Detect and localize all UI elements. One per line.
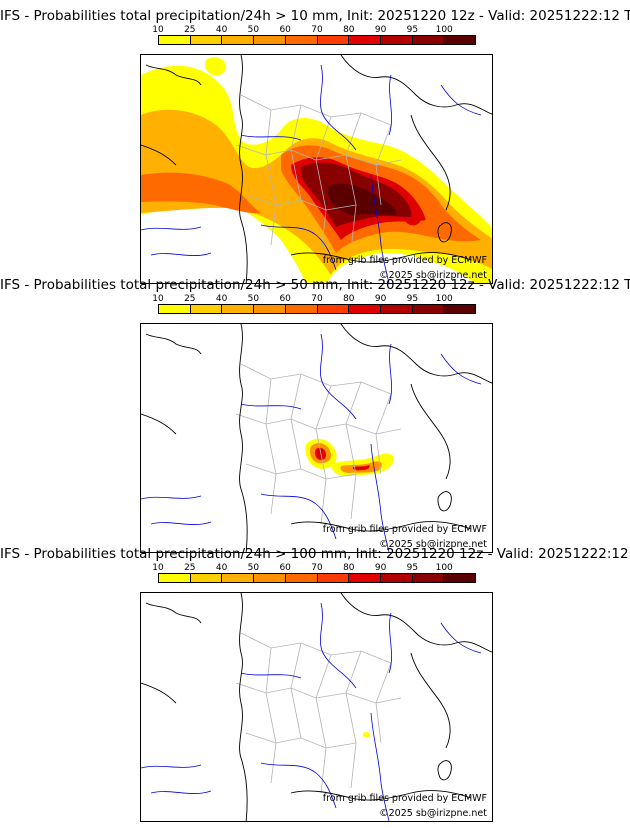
panel-title: IFS - Probabilities total precipitation/… — [0, 546, 630, 562]
colorbar — [158, 573, 476, 583]
map-frame: from grib files provided by ECMWF ©2025 … — [140, 592, 493, 822]
colorbar-segment — [254, 305, 286, 313]
region-boundaries — [235, 94, 402, 256]
precip-map — [141, 55, 492, 283]
precip-field — [363, 731, 370, 738]
colorbar-tick-label: 40 — [215, 25, 228, 35]
region-boundaries — [235, 363, 402, 525]
rivers — [141, 602, 482, 821]
colorbar-tick-labels: 10 25 40 50 60 70 80 90 95 100 — [140, 294, 496, 304]
colorbar-tick-label: 70 — [311, 563, 323, 573]
colorbar-tick-label: 95 — [406, 25, 419, 35]
colorbar-tick-label: 10 — [152, 563, 164, 573]
rivers — [141, 64, 482, 283]
coastlines-borders — [141, 55, 492, 283]
colorbar-tick-label: 60 — [279, 25, 291, 35]
colorbar-segment — [285, 305, 318, 313]
colorbar — [158, 35, 476, 45]
credit-source: from grib files provided by ECMWF — [322, 524, 487, 535]
colorbar-segment — [159, 574, 191, 582]
colorbar-tick-label: 25 — [184, 294, 196, 304]
credit-source: from grib files provided by ECMWF — [322, 793, 487, 804]
colorbar-segment — [190, 574, 223, 582]
colorbar-tick-label: 60 — [279, 294, 291, 304]
colorbar-segment — [349, 305, 381, 313]
colorbar-segment — [444, 305, 476, 313]
colorbar-segment — [317, 574, 350, 582]
colorbar-tick-label: 80 — [343, 25, 355, 35]
colorbar-segment — [222, 305, 255, 313]
precip-field — [141, 57, 492, 283]
colorbar-tick-label: 10 — [152, 25, 164, 35]
colorbar-tick-label: 40 — [215, 294, 228, 304]
colorbar-segment — [380, 305, 413, 313]
colorbar-segment — [412, 305, 445, 313]
colorbar-tick-labels: 10 25 40 50 60 70 80 90 95 100 — [140, 25, 496, 35]
colorbar-tick-label: 60 — [279, 563, 291, 573]
rivers — [141, 333, 482, 552]
map-frame: from grib files provided by ECMWF ©2025 … — [140, 54, 493, 284]
colorbar-tick-labels: 10 25 40 50 60 70 80 90 95 100 — [140, 563, 496, 573]
colorbar-tick-label: 90 — [374, 563, 387, 573]
colorbar-segment — [190, 36, 223, 44]
colorbar-tick-label: 50 — [247, 25, 260, 35]
colorbar-segment — [412, 36, 445, 44]
colorbar-tick-label: 90 — [374, 294, 387, 304]
colorbar-tick-label: 90 — [374, 25, 387, 35]
colorbar-segment — [159, 305, 191, 313]
colorbar-tick-label: 25 — [184, 563, 196, 573]
colorbar-segment — [285, 574, 318, 582]
region-boundaries — [235, 632, 402, 794]
map-frame: from grib files provided by ECMWF ©2025 … — [140, 323, 493, 553]
coastlines-borders — [141, 593, 492, 821]
colorbar-tick-label: 80 — [343, 294, 355, 304]
colorbar-tick-label: 10 — [152, 294, 164, 304]
colorbar-segment — [380, 574, 413, 582]
colorbar-tick-label: 50 — [247, 563, 260, 573]
colorbar-tick-label: 95 — [406, 294, 419, 304]
credit-copyright: ©2025 sb@irizpne.net — [379, 808, 487, 819]
colorbar-segment — [444, 36, 476, 44]
colorbar-segment — [159, 36, 191, 44]
credit-copyright: ©2025 sb@irizpne.net — [379, 539, 487, 550]
colorbar-tick-label: 100 — [435, 563, 453, 573]
precip-map — [141, 593, 492, 821]
colorbar-segment — [349, 574, 381, 582]
colorbar-segment — [254, 36, 286, 44]
colorbar-segment — [285, 36, 318, 44]
coastlines-borders — [141, 324, 492, 552]
colorbar-segment — [317, 36, 350, 44]
colorbar-segment — [444, 574, 476, 582]
colorbar-tick-label: 40 — [215, 563, 228, 573]
panel-title: IFS - Probabilities total precipitation/… — [0, 277, 630, 293]
colorbar-segment — [254, 574, 286, 582]
colorbar-tick-label: 95 — [406, 563, 419, 573]
colorbar-tick-label: 100 — [435, 294, 453, 304]
panel-50mm: IFS - Probabilities total precipitation/… — [0, 277, 630, 553]
credit-copyright: ©2025 sb@irizpne.net — [379, 270, 487, 281]
credit-source: from grib files provided by ECMWF — [322, 255, 487, 266]
colorbar-segment — [222, 36, 255, 44]
panel-100mm: IFS - Probabilities total precipitation/… — [0, 546, 630, 822]
colorbar-tick-label: 70 — [311, 25, 323, 35]
colorbar-segment — [317, 305, 350, 313]
colorbar-segment — [222, 574, 255, 582]
precip-field — [305, 438, 394, 477]
colorbar-tick-label: 25 — [184, 25, 196, 35]
colorbar-segment — [349, 36, 381, 44]
colorbar — [158, 304, 476, 314]
colorbar-tick-label: 80 — [343, 563, 355, 573]
panel-title: IFS - Probabilities total precipitation/… — [0, 8, 630, 24]
precip-map — [141, 324, 492, 552]
colorbar-tick-label: 100 — [435, 25, 453, 35]
panel-10mm: IFS - Probabilities total precipitation/… — [0, 8, 630, 284]
colorbar-tick-label: 50 — [247, 294, 260, 304]
colorbar-segment — [380, 36, 413, 44]
colorbar-segment — [190, 305, 223, 313]
colorbar-tick-label: 70 — [311, 294, 323, 304]
colorbar-segment — [412, 574, 445, 582]
